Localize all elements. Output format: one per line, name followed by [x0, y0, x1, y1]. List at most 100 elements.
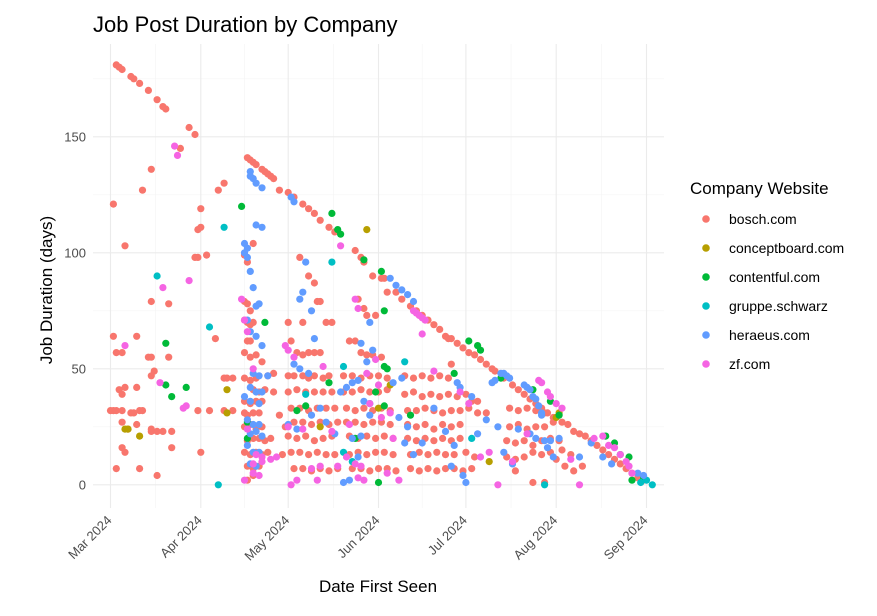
data-point: [412, 423, 420, 431]
data-point: [541, 423, 549, 431]
data-point: [357, 462, 365, 470]
data-point: [223, 374, 231, 382]
data-point: [599, 446, 607, 454]
data-point: [238, 202, 246, 210]
data-point: [293, 476, 301, 484]
data-point: [258, 432, 266, 440]
data-point: [360, 404, 368, 412]
data-point: [474, 409, 482, 417]
data-point: [447, 462, 455, 470]
data-point: [243, 425, 251, 433]
data-point: [392, 288, 400, 296]
data-point: [205, 323, 214, 331]
data-point: [310, 349, 318, 357]
data-point: [532, 395, 540, 403]
data-point: [325, 223, 333, 231]
data-point: [465, 349, 473, 357]
data-point: [377, 353, 385, 361]
data-point: [447, 407, 455, 415]
data-point: [494, 423, 502, 431]
data-point: [118, 390, 126, 398]
data-point: [535, 402, 543, 410]
data-point: [616, 460, 624, 468]
data-point: [153, 427, 161, 435]
data-point: [173, 151, 182, 159]
data-point: [185, 123, 193, 132]
data-point: [275, 186, 283, 194]
data-point: [543, 444, 552, 452]
data-point: [240, 393, 249, 401]
data-point: [514, 425, 522, 433]
data-point: [363, 432, 371, 440]
data-point: [159, 284, 167, 292]
data-point: [307, 465, 316, 473]
data-point: [439, 409, 447, 417]
data-point: [307, 420, 316, 429]
data-point: [433, 467, 441, 475]
data-point: [305, 349, 313, 357]
data-point: [593, 441, 601, 449]
data-point: [360, 256, 368, 264]
data-point: [118, 407, 126, 415]
data-point: [339, 362, 348, 371]
data-point: [194, 407, 202, 415]
data-point: [342, 453, 351, 461]
legend-label: conceptboard.com: [729, 240, 844, 256]
legend: Company Website bosch.com conceptboard.co…: [690, 179, 844, 372]
data-point: [363, 311, 371, 319]
legend-key: [702, 215, 710, 223]
data-point: [558, 418, 566, 426]
series-gruppe-schwarz: [153, 223, 656, 489]
data-point: [252, 221, 260, 229]
data-point: [316, 462, 324, 470]
data-point: [240, 374, 249, 382]
data-point: [351, 337, 359, 345]
data-point: [398, 374, 406, 382]
data-point: [511, 467, 519, 475]
series-zf-com: [121, 142, 636, 489]
data-point: [121, 242, 129, 250]
data-point: [246, 307, 254, 315]
data-point: [369, 346, 377, 354]
data-point: [252, 451, 260, 459]
data-point: [264, 448, 272, 456]
x-tick-label: Mar 2024: [65, 513, 114, 562]
data-point: [290, 353, 298, 361]
data-point: [130, 409, 138, 417]
data-point: [508, 381, 517, 389]
data-point: [383, 288, 391, 296]
data-point: [325, 372, 333, 380]
data-point: [136, 465, 144, 473]
data-point: [459, 471, 467, 480]
data-point: [377, 413, 385, 422]
data-point: [409, 388, 418, 396]
data-point: [386, 420, 394, 429]
data-point: [436, 325, 444, 333]
data-point: [284, 346, 292, 354]
data-point: [412, 407, 420, 415]
data-point: [357, 432, 365, 440]
data-point: [383, 365, 391, 373]
data-point: [532, 434, 540, 442]
data-point: [252, 332, 260, 340]
data-point: [339, 478, 348, 487]
data-point: [153, 96, 161, 104]
data-point: [118, 349, 126, 357]
data-point: [153, 471, 161, 480]
data-point: [360, 397, 368, 405]
data-point: [305, 205, 313, 213]
data-point: [529, 478, 537, 487]
data-point: [249, 284, 257, 292]
x-tick-label: Jun 2024: [334, 513, 382, 561]
data-point: [430, 367, 438, 375]
data-point: [299, 351, 307, 359]
data-point: [389, 379, 397, 387]
data-point: [316, 297, 324, 306]
data-point: [147, 165, 155, 173]
data-point: [290, 465, 298, 473]
data-point: [267, 434, 275, 442]
data-point: [299, 418, 307, 426]
data-point: [319, 388, 327, 396]
data-point: [243, 441, 251, 449]
data-point: [249, 318, 257, 326]
